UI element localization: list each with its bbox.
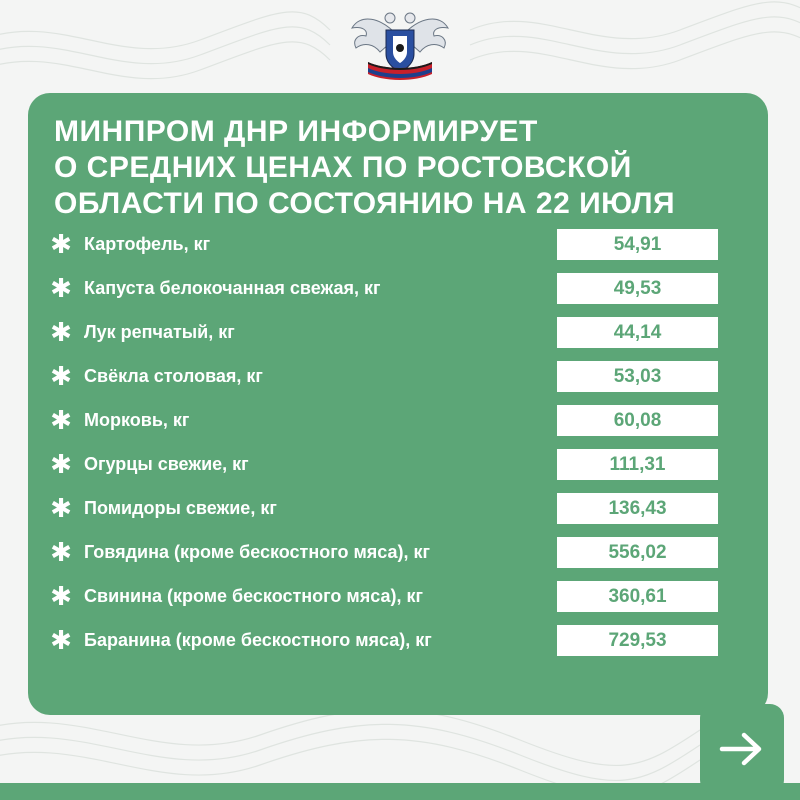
price-value: 111,31 xyxy=(557,449,718,480)
next-slide-button[interactable] xyxy=(700,704,784,794)
page-title: МИНПРОМ ДНР ИНФОРМИРУЕТ О СРЕДНИХ ЦЕНАХ … xyxy=(54,114,754,222)
price-value: 54,91 xyxy=(557,229,718,260)
product-name: Говядина (кроме бескостного мяса), кг xyxy=(84,542,431,562)
price-row: ✱ Лук репчатый, кг 44,14 xyxy=(50,315,730,359)
price-value: 49,53 xyxy=(557,273,718,304)
price-value: 44,14 xyxy=(557,317,718,348)
asterisk-icon: ✱ xyxy=(50,229,72,259)
product-name: Лук репчатый, кг xyxy=(84,322,235,342)
price-value: 136,43 xyxy=(557,493,718,524)
asterisk-icon: ✱ xyxy=(50,537,72,567)
asterisk-icon: ✱ xyxy=(50,317,72,347)
asterisk-icon: ✱ xyxy=(50,361,72,391)
price-value: 60,08 xyxy=(557,405,718,436)
title-line-2: О СРЕДНИХ ЦЕНАХ ПО РОСТОВСКОЙ xyxy=(54,151,632,184)
product-name: Помидоры свежие, кг xyxy=(84,498,277,518)
price-row: ✱ Картофель, кг 54,91 xyxy=(50,227,730,271)
asterisk-icon: ✱ xyxy=(50,273,72,303)
product-name: Свёкла столовая, кг xyxy=(84,366,263,386)
price-row: ✱ Свёкла столовая, кг 53,03 xyxy=(50,359,730,403)
price-value: 53,03 xyxy=(557,361,718,392)
price-value: 729,53 xyxy=(557,625,718,656)
asterisk-icon: ✱ xyxy=(50,493,72,523)
bottom-bar xyxy=(0,783,800,800)
asterisk-icon: ✱ xyxy=(50,449,72,479)
product-name: Капуста белокочанная свежая, кг xyxy=(84,278,381,298)
product-name: Свинина (кроме бескостного мяса), кг xyxy=(84,586,423,606)
product-name: Баранина (кроме бескостного мяса), кг xyxy=(84,630,432,650)
price-row: ✱ Говядина (кроме бескостного мяса), кг … xyxy=(50,535,730,579)
price-row: ✱ Баранина (кроме бескостного мяса), кг … xyxy=(50,623,730,667)
arrow-right-icon xyxy=(719,732,762,766)
price-value: 360,61 xyxy=(557,581,718,612)
price-row: ✱ Помидоры свежие, кг 136,43 xyxy=(50,491,730,535)
price-row: ✱ Капуста белокочанная свежая, кг 49,53 xyxy=(50,271,730,315)
price-value: 556,02 xyxy=(557,537,718,568)
coat-of-arms-icon xyxy=(351,12,449,80)
product-name: Огурцы свежие, кг xyxy=(84,454,249,474)
price-row: ✱ Огурцы свежие, кг 111,31 xyxy=(50,447,730,491)
asterisk-icon: ✱ xyxy=(50,625,72,655)
title-line-1: МИНПРОМ ДНР ИНФОРМИРУЕТ xyxy=(54,115,538,148)
title-line-3: ОБЛАСТИ ПО СОСТОЯНИЮ НА 22 ИЮЛЯ xyxy=(54,187,676,220)
asterisk-icon: ✱ xyxy=(50,581,72,611)
price-row: ✱ Морковь, кг 60,08 xyxy=(50,403,730,447)
product-name: Картофель, кг xyxy=(84,234,211,254)
price-list: ✱ Картофель, кг 54,91 ✱ Капуста белокоча… xyxy=(50,227,730,667)
product-name: Морковь, кг xyxy=(84,410,190,430)
asterisk-icon: ✱ xyxy=(50,405,72,435)
price-row: ✱ Свинина (кроме бескостного мяса), кг 3… xyxy=(50,579,730,623)
